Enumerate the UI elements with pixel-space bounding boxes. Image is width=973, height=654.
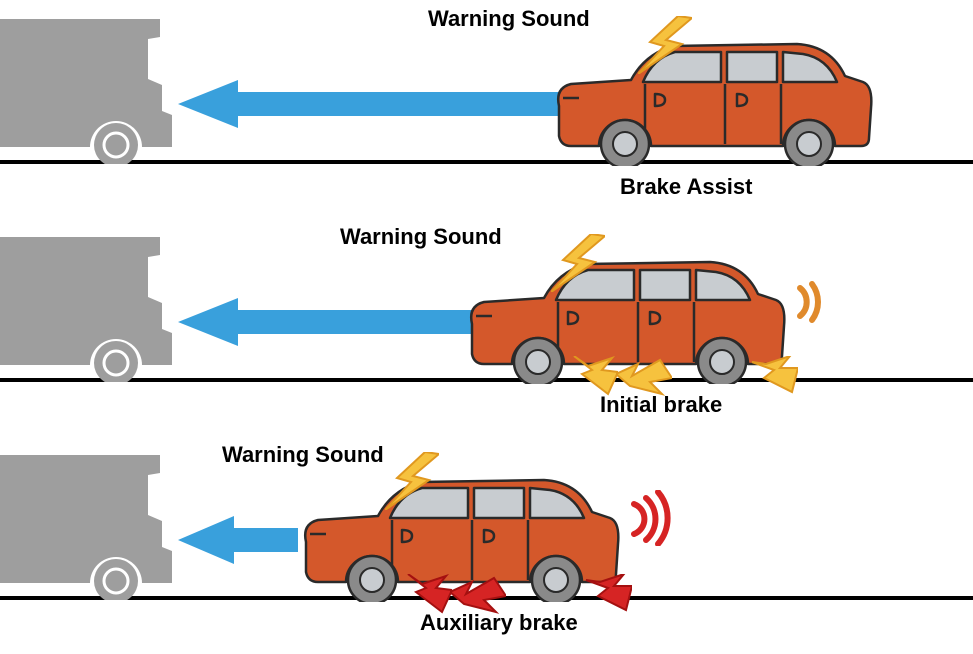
warning-bolt-icon: [638, 16, 692, 74]
warning-sound-label: Warning Sound: [428, 6, 590, 32]
stage-initial-brake: Warning Sound Initial brake: [0, 218, 973, 436]
stage-label: Auxiliary brake: [420, 610, 578, 636]
distance-arrow: [178, 298, 498, 346]
friction-bolt-icon: [568, 356, 618, 396]
friction-bolt-icon: [402, 574, 452, 614]
warning-bolt-icon: [551, 234, 605, 292]
warning-sound-label: Warning Sound: [222, 442, 384, 468]
friction-bolt-icon: [616, 356, 672, 396]
warning-bolt-icon: [385, 452, 439, 510]
warning-sound-label: Warning Sound: [340, 224, 502, 250]
radar-wave-icon: [794, 280, 838, 324]
suv-car: [545, 36, 875, 166]
distance-arrow: [178, 516, 298, 564]
friction-bolt-icon: [450, 574, 506, 614]
distance-arrow: [178, 80, 588, 128]
stage-label: Initial brake: [600, 392, 722, 418]
friction-bolt-icon: [582, 574, 632, 614]
stage-label: Brake Assist: [620, 174, 752, 200]
friction-bolt-icon: [748, 356, 798, 396]
truck-silhouette: [0, 237, 180, 382]
stage-auxiliary-brake: Warning Sound Auxiliary brake: [0, 436, 973, 654]
stage-brake-assist: Warning Sound Brake Assist: [0, 0, 973, 218]
truck-silhouette: [0, 19, 180, 164]
truck-silhouette: [0, 455, 180, 600]
radar-wave-icon: [628, 490, 684, 546]
